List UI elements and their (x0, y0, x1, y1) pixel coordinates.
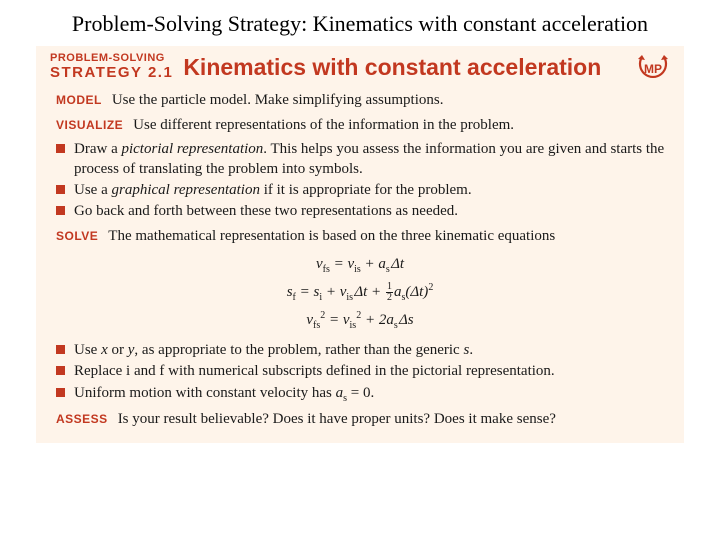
assess-text: Is your result believable? Does it have … (118, 411, 556, 427)
model-label: MODEL (56, 93, 102, 107)
list-item: Use a graphical representation if it is … (56, 180, 670, 200)
equation-1: vfs = vis + as Δt (50, 252, 670, 278)
strategy-title: Kinematics with constant acceleration (183, 52, 670, 81)
header-big-label: STRATEGY 2.1 (50, 64, 173, 81)
visualize-label: VISUALIZE (56, 118, 123, 132)
svg-text:MP: MP (644, 62, 662, 76)
visualize-line: VISUALIZE Use different representations … (56, 114, 670, 136)
strategy-header: PROBLEM-SOLVING STRATEGY 2.1 Kinematics … (50, 52, 670, 82)
assess-line: ASSESS Is your result believable? Does i… (56, 408, 670, 430)
assess-label: ASSESS (56, 412, 108, 426)
strategy-number: PROBLEM-SOLVING STRATEGY 2.1 (50, 52, 173, 82)
model-line: MODEL Use the particle model. Make simpl… (56, 89, 670, 111)
list-item: Replace i and f with numerical subscript… (56, 361, 670, 381)
solve-text: The mathematical representation is based… (108, 228, 555, 244)
mp-icon: MP (636, 52, 670, 91)
visualize-text: Use different representations of the inf… (133, 117, 514, 133)
list-item: Go back and forth between these two repr… (56, 201, 670, 221)
model-text: Use the particle model. Make simplifying… (112, 92, 444, 108)
solve-bullets: Use x or y, as appropriate to the proble… (56, 340, 670, 405)
kinematic-equations: vfs = vis + as Δt sf = si + vis Δt + 12a… (50, 252, 670, 334)
strategy-box: PROBLEM-SOLVING STRATEGY 2.1 Kinematics … (36, 46, 684, 443)
list-item: Uniform motion with constant velocity ha… (56, 383, 670, 406)
slide-title: Problem-Solving Strategy: Kinematics wit… (0, 0, 720, 42)
list-item: Use x or y, as appropriate to the proble… (56, 340, 670, 360)
list-item: Draw a pictorial representation. This he… (56, 139, 670, 180)
equation-2: sf = si + vis Δt + 12as(Δt)2 (50, 279, 670, 306)
solve-line: SOLVE The mathematical representation is… (56, 225, 670, 247)
visualize-bullets: Draw a pictorial representation. This he… (56, 139, 670, 222)
header-small-label: PROBLEM-SOLVING (50, 52, 173, 65)
equation-3: vfs2 = vis2 + 2as Δs (50, 307, 670, 334)
solve-label: SOLVE (56, 229, 98, 243)
